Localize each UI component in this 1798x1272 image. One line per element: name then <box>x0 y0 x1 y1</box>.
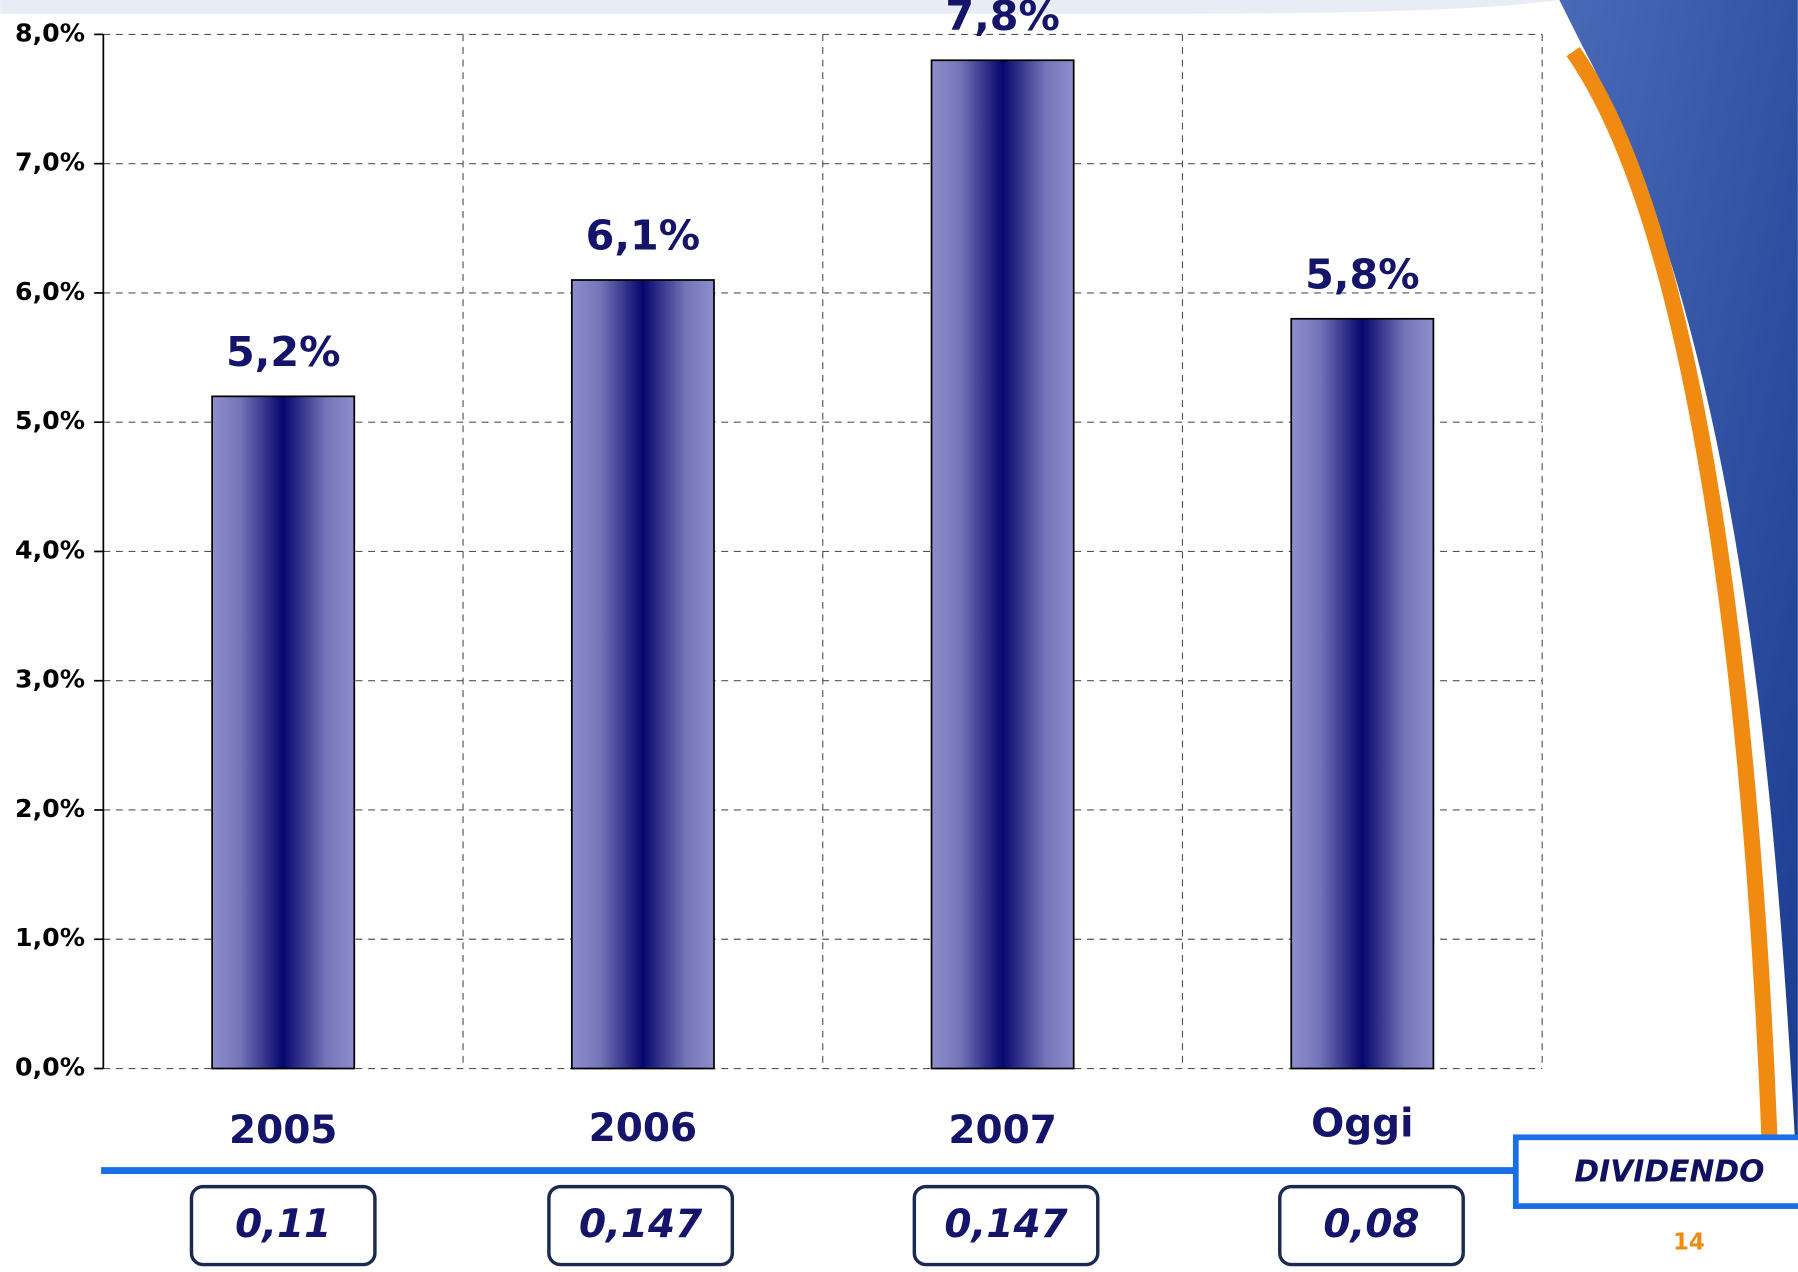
dividend-box <box>1278 1184 1465 1267</box>
bar <box>930 59 1075 1070</box>
y-tick-label: 4,0% <box>15 535 85 564</box>
decor-top <box>0 0 1560 14</box>
decor-blue <box>1559 0 1798 1193</box>
y-tick-label: 7,0% <box>15 148 85 177</box>
y-tick-label: 0,0% <box>15 1053 85 1082</box>
dividend-title-box <box>1512 1134 1798 1209</box>
bar <box>570 279 715 1070</box>
value-label: 5,8% <box>1305 251 1419 299</box>
decor-orange <box>1566 47 1780 1193</box>
dividend-label: 0,147 <box>944 1202 1068 1247</box>
dividend-box <box>547 1184 735 1267</box>
page-number: 14 <box>1673 1229 1705 1255</box>
dividend-label: 0,08 <box>1323 1202 1419 1247</box>
x-tick-label: 2006 <box>589 1106 697 1151</box>
dividend-box <box>912 1184 1100 1267</box>
dividend-label: 0,147 <box>579 1202 703 1247</box>
y-tick-label: 3,0% <box>15 665 85 694</box>
x-tick-label: 2005 <box>229 1108 337 1153</box>
y-tick-label: 1,0% <box>15 923 85 952</box>
value-label: 5,2% <box>226 328 340 376</box>
y-tick-label: 8,0% <box>15 18 85 47</box>
y-tick-label: 2,0% <box>15 794 85 823</box>
value-label: 7,8% <box>945 0 1059 40</box>
x-tick-label: 2007 <box>948 1108 1056 1153</box>
x-tick-label: Oggi <box>1311 1101 1413 1146</box>
dividend-label: 0,11 <box>235 1202 331 1247</box>
bar <box>211 395 356 1070</box>
bar <box>1290 317 1435 1070</box>
y-tick-label: 5,0% <box>15 406 85 435</box>
dividend-title: DIVIDENDO <box>1574 1154 1764 1189</box>
y-tick-label: 6,0% <box>15 277 85 306</box>
dividend-box <box>189 1184 377 1267</box>
value-label: 6,1% <box>586 212 700 260</box>
